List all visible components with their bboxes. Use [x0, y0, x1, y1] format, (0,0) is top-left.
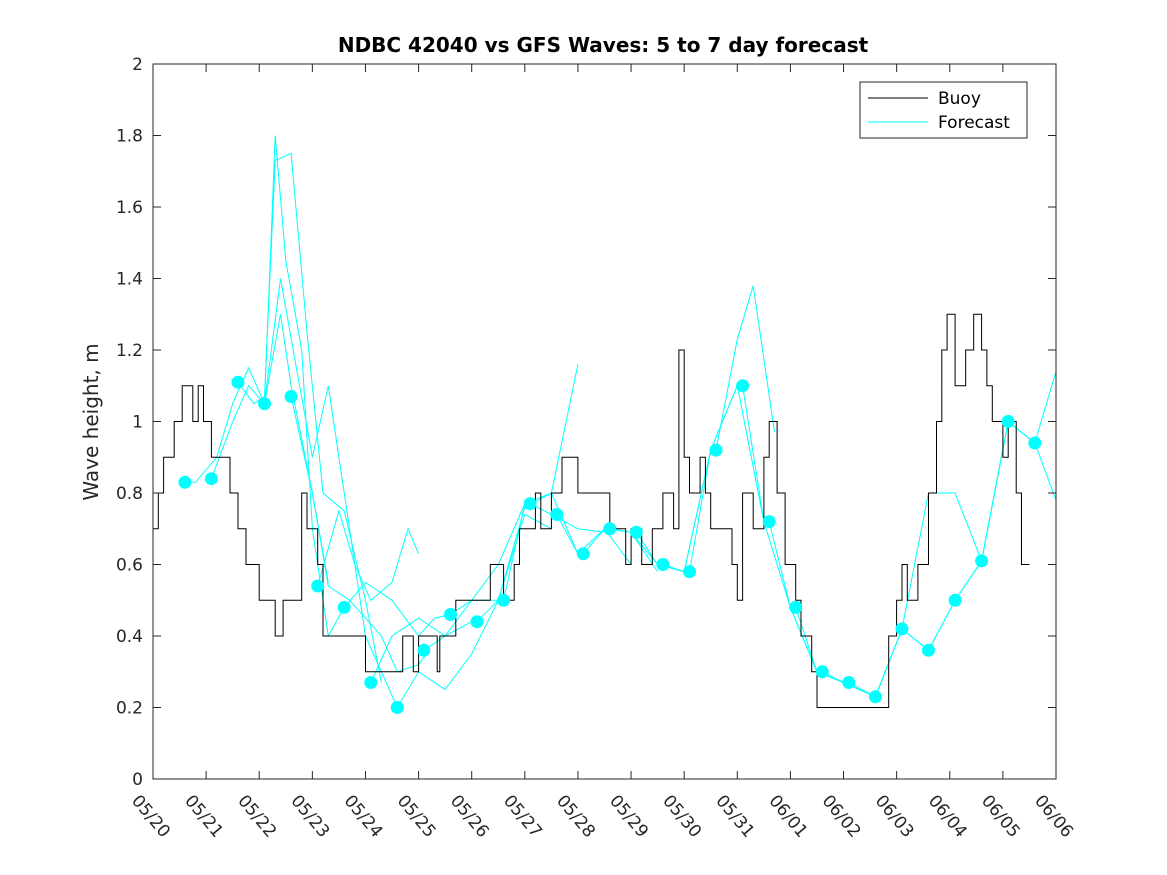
y-tick-label: 0.8	[116, 484, 143, 504]
forecast-marker	[311, 579, 325, 593]
forecast-line	[715, 285, 775, 451]
forecast-line	[901, 492, 983, 629]
forecast-marker	[922, 643, 935, 657]
forecast-line	[317, 509, 420, 602]
forecast-marker	[975, 554, 989, 568]
forecast-marker	[1001, 415, 1015, 428]
forecast-marker	[762, 515, 776, 529]
forecast-marker	[895, 622, 909, 636]
forecast-line	[290, 396, 430, 673]
forecast-marker	[603, 522, 617, 536]
legend-forecast-label: Forecast	[938, 113, 1010, 133]
forecast-marker	[417, 643, 431, 657]
y-axis-label: Wave height, m	[79, 343, 103, 500]
buoy-series	[153, 313, 1030, 708]
forecast-line	[503, 364, 579, 601]
y-tick-label: 2	[132, 55, 143, 75]
buoy-line	[153, 313, 1030, 708]
forecast-line	[343, 581, 451, 637]
forecast-marker	[550, 508, 564, 521]
forecast-marker	[284, 390, 298, 403]
forecast-marker	[736, 379, 750, 393]
plot-area	[153, 135, 1056, 714]
chart-title: NDBC 42040 vs GFS Waves: 5 to 7 day fore…	[338, 33, 869, 57]
y-tick-label: 1.8	[116, 127, 143, 147]
forecast-marker	[576, 547, 590, 561]
y-tick-label: 0.6	[116, 556, 143, 576]
forecast-marker	[1028, 436, 1042, 450]
forecast-line	[264, 278, 398, 708]
y-axis: 0 0.2 0.4 0.6 0.8 1 1.2 1.4 1.6 1.8 2	[116, 55, 1056, 790]
legend-buoy-label: Buoy	[938, 89, 981, 109]
forecast-marker	[258, 397, 271, 411]
forecast-marker	[390, 701, 404, 714]
forecast-marker	[683, 565, 696, 579]
forecast-line	[182, 314, 329, 583]
forecast-line	[396, 600, 499, 708]
y-tick-label: 0	[132, 770, 143, 790]
forecast-marker	[948, 593, 962, 607]
forecast-marker	[656, 558, 670, 571]
forecast-marker	[842, 676, 856, 689]
forecast-marker	[523, 497, 537, 511]
legend: Buoy Forecast	[859, 81, 1028, 139]
forecast-marker	[629, 525, 643, 539]
y-tick-label: 1.6	[116, 198, 143, 218]
forecast-marker	[204, 472, 218, 486]
forecast-marker	[709, 443, 723, 457]
forecast-marker	[789, 600, 803, 614]
forecast-marker	[470, 615, 484, 629]
legend-box	[859, 81, 1028, 139]
y-tick-label: 1	[132, 413, 143, 433]
forecast-marker	[497, 593, 511, 607]
forecast-line	[370, 617, 472, 683]
forecast-markers	[178, 375, 1042, 714]
forecast-line	[689, 383, 765, 572]
forecast-marker	[178, 475, 192, 489]
forecast-marker	[868, 690, 882, 704]
forecast-marker	[364, 676, 378, 689]
forecast-marker	[231, 375, 245, 389]
y-tick-label: 1.4	[116, 270, 143, 290]
forecast-marker	[444, 608, 457, 621]
y-tick-label: 1.2	[116, 341, 143, 361]
y-tick-label: 0.4	[116, 627, 143, 647]
forecast-marker	[337, 600, 351, 614]
forecast-line	[556, 514, 632, 565]
y-tick-label: 0.2	[116, 699, 143, 719]
forecast-marker	[815, 665, 829, 679]
